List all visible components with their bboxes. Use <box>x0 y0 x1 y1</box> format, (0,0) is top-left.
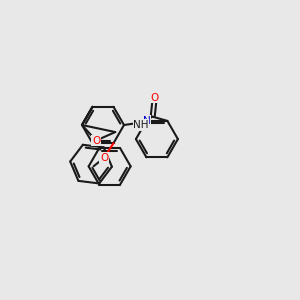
Text: NH: NH <box>133 120 149 130</box>
Text: O: O <box>151 93 159 103</box>
Text: O: O <box>92 136 100 146</box>
Text: O: O <box>100 153 108 163</box>
Text: N: N <box>142 116 150 126</box>
